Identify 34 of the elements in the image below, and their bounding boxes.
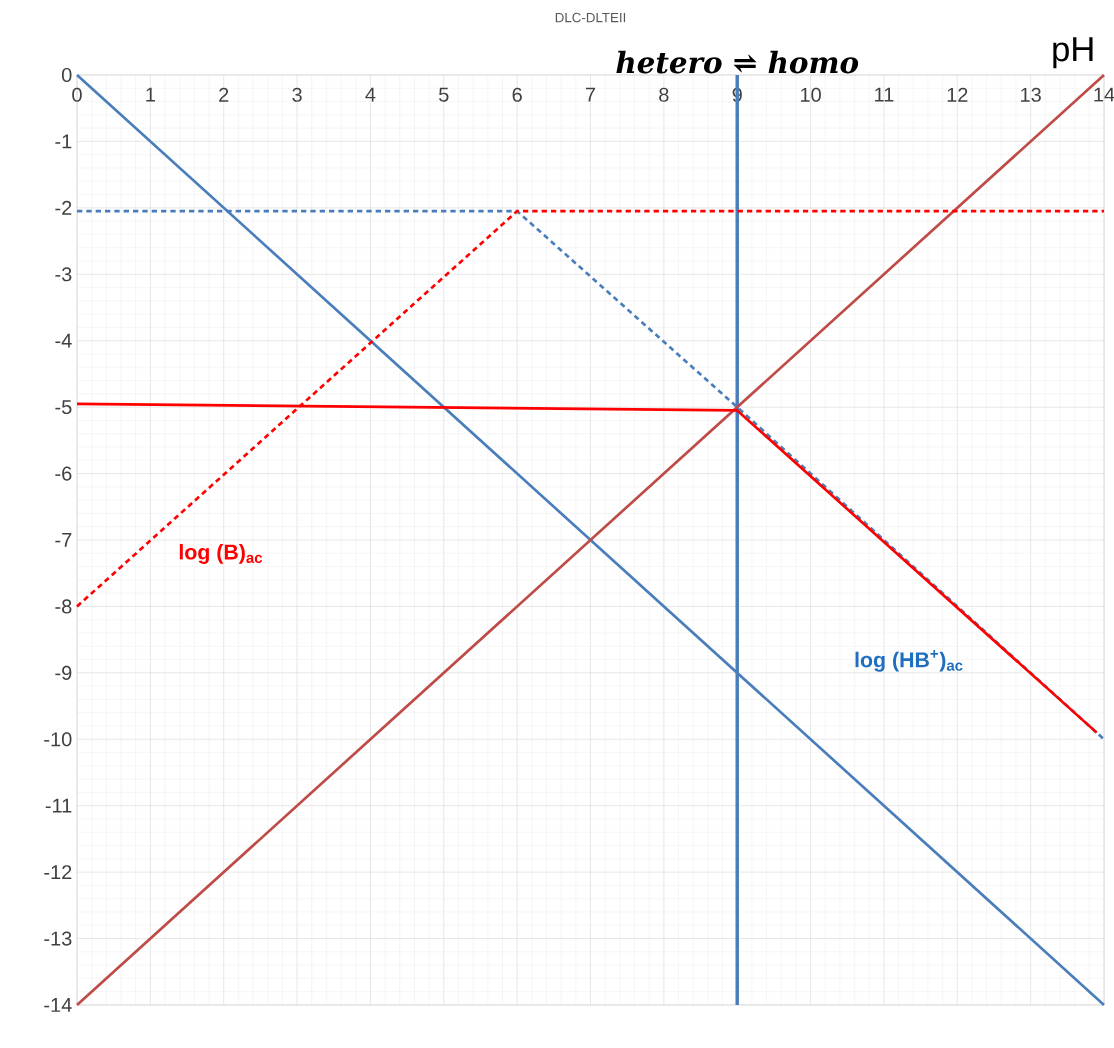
- x-tick-label: 4: [365, 87, 376, 102]
- x-tick-label: 8: [659, 87, 669, 102]
- x-tick-label: 5: [439, 87, 449, 102]
- y-tick-label: -8: [55, 599, 72, 614]
- y-tick-label: -10: [44, 732, 72, 747]
- x-tick-label: 6: [512, 87, 522, 102]
- y-tick-label: -11: [45, 798, 72, 813]
- y-tick-label: -6: [55, 466, 72, 481]
- y-tick-label: -2: [55, 200, 72, 215]
- annotation: log (HB$^{+}$)$_{ac}$: [855, 650, 963, 672]
- x-tick-label: 12: [947, 87, 968, 102]
- y-tick-label: -12: [44, 865, 72, 880]
- y-tick-label: -5: [55, 400, 72, 415]
- annotation: log (B)$_{ac}$: [179, 543, 263, 564]
- x-tick-label: 0: [72, 87, 82, 102]
- x-tick-label: 14: [1094, 87, 1114, 102]
- y-tick-label: -3: [55, 267, 72, 282]
- y-tick-label: -4: [55, 333, 72, 348]
- y-tick-label: -14: [44, 998, 72, 1012]
- y-tick-label: -13: [44, 931, 72, 946]
- ref-line-label: hetero ⇌ homo: [616, 50, 859, 74]
- y-tick-label: 0: [61, 67, 72, 83]
- x-tick-label: 11: [875, 87, 894, 102]
- x-tick-label: 1: [146, 87, 155, 102]
- x-tick-label: 2: [219, 87, 229, 102]
- x-tick-label: 10: [800, 87, 821, 102]
- x-tick-label: 7: [585, 87, 596, 102]
- x-tick-label: 13: [1021, 87, 1041, 102]
- x-tick-label: 3: [292, 87, 302, 102]
- x-axis-title: pH: [1053, 37, 1093, 69]
- y-tick-label: -9: [55, 665, 72, 680]
- y-tick-label: -1: [55, 134, 72, 149]
- chart-title: DLC-DLTEII: [555, 12, 626, 23]
- y-tick-label: -7: [55, 533, 72, 547]
